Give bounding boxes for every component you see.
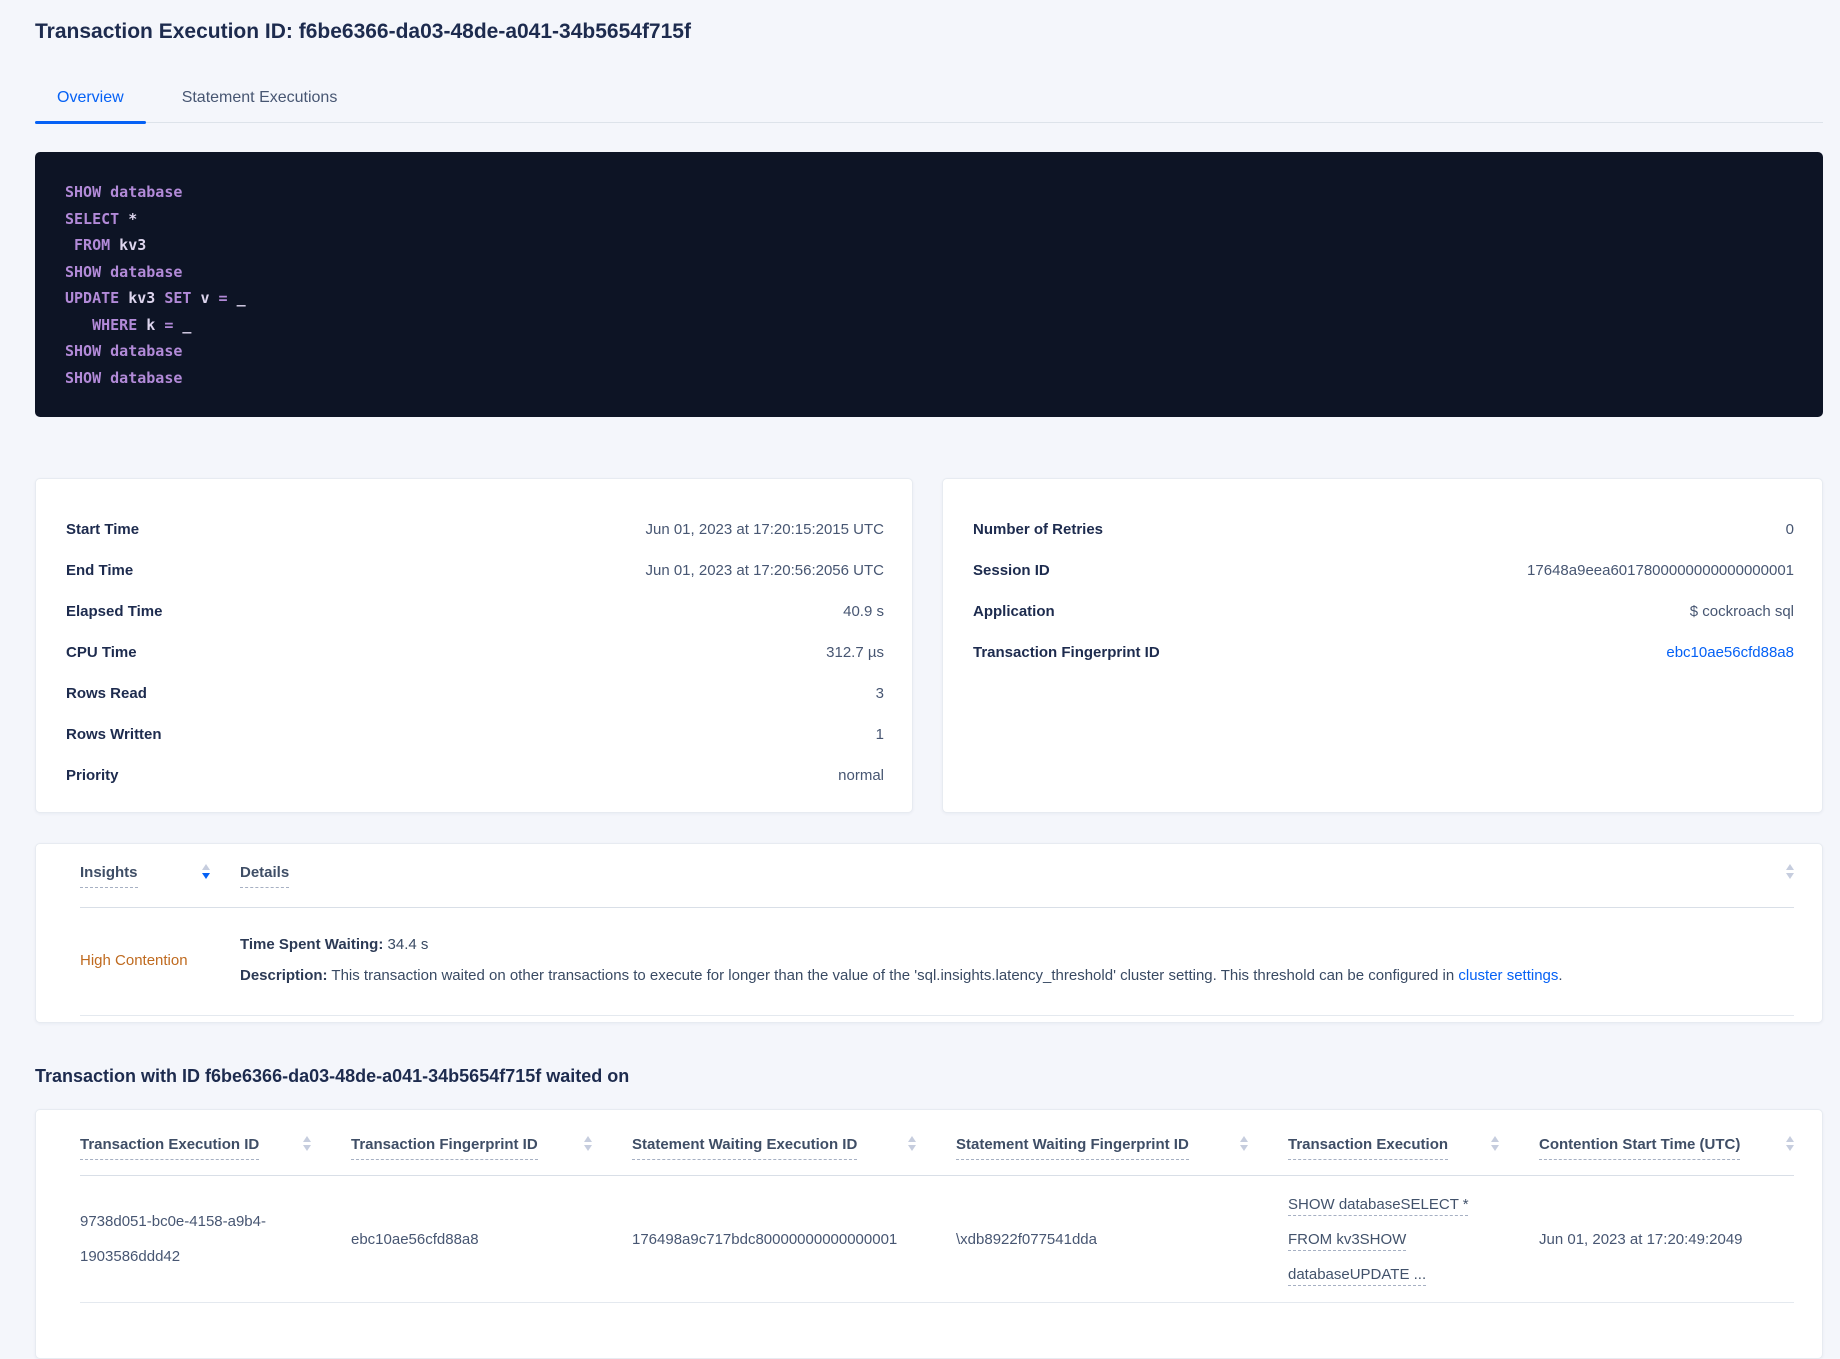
txn-fingerprint-link[interactable]: ebc10ae56cfd88a8 <box>1666 644 1794 661</box>
elapsed-time-label: Elapsed Time <box>66 603 163 620</box>
sort-arrows-icon <box>1786 1136 1794 1151</box>
row-transaction-fingerprint-id: Transaction Fingerprint ID ebc10ae56cfd8… <box>973 632 1794 673</box>
row-application: Application $ cockroach sql <box>973 591 1794 632</box>
sort-arrows-icon <box>1240 1136 1248 1151</box>
rows-read-value: 3 <box>875 685 884 702</box>
cpu-time-label: CPU Time <box>66 644 137 661</box>
session-id-value: 17648a9eea6017800000000000000001 <box>1527 562 1794 579</box>
waited-table-row: 9738d051-bc0e-4158-a9b4-1903586ddd42 ebc… <box>80 1176 1794 1303</box>
end-time-label: End Time <box>66 562 134 579</box>
cell-statement-waiting-fingerprint-id: \xdb8922f077541dda <box>956 1230 1097 1248</box>
insight-row: High Contention Time Spent Waiting: 34.4… <box>80 908 1794 1016</box>
stats-cards-row: Start Time Jun 01, 2023 at 17:20:15:2015… <box>35 478 1823 813</box>
insight-type-badge: High Contention <box>80 951 188 969</box>
col-transaction-execution-id[interactable]: Transaction Execution ID <box>80 1136 351 1160</box>
cell-contention-start-time: Jun 01, 2023 at 17:20:49:2049 <box>1539 1230 1743 1248</box>
cell-statement-waiting-execution-id: 176498a9c717bdc80000000000000001 <box>632 1230 898 1248</box>
row-number-of-retries: Number of Retries 0 <box>973 509 1794 550</box>
sql-line: SHOW database <box>65 342 183 360</box>
sort-arrows-icon <box>202 863 210 879</box>
sort-arrows-icon <box>584 1136 592 1151</box>
sql-line: WHERE k = _ <box>65 315 192 334</box>
retries-label: Number of Retries <box>973 521 1104 538</box>
sql-statements-box: SHOW database SELECT * FROM kv3 SHOW datab… <box>35 152 1823 417</box>
sort-arrows-icon <box>908 1136 916 1151</box>
sql-line: FROM kv3 <box>65 236 147 254</box>
application-label: Application <box>973 603 1055 620</box>
tab-overview[interactable]: Overview <box>35 78 146 124</box>
col-contention-start-time[interactable]: Contention Start Time (UTC) <box>1539 1136 1794 1160</box>
row-start-time: Start Time Jun 01, 2023 at 17:20:15:2015… <box>66 509 884 550</box>
end-time-value: Jun 01, 2023 at 17:20:56:2056 UTC <box>645 562 884 579</box>
rows-read-label: Rows Read <box>66 685 147 702</box>
row-priority: Priority normal <box>66 755 884 796</box>
page-title: Transaction Execution ID: f6be6366-da03-… <box>35 20 691 43</box>
waited-on-heading: Transaction with ID f6be6366-da03-48de-a… <box>35 1066 630 1086</box>
col-statement-waiting-execution-id[interactable]: Statement Waiting Execution ID <box>632 1136 956 1160</box>
row-rows-read: Rows Read 3 <box>66 673 884 714</box>
cpu-time-value: 312.7 µs <box>826 644 884 661</box>
insights-column-header[interactable]: Insights <box>80 863 240 888</box>
row-session-id: Session ID 17648a9eea6017800000000000000… <box>973 550 1794 591</box>
sql-line: SHOW database <box>65 183 183 201</box>
application-value: $ cockroach sql <box>1689 603 1794 620</box>
cell-transaction-execution-id: 9738d051-bc0e-4158-a9b4-1903586ddd42 <box>80 1213 266 1265</box>
col-statement-waiting-fingerprint-id[interactable]: Statement Waiting Fingerprint ID <box>956 1136 1288 1160</box>
insights-table-header: Insights Details <box>80 844 1794 908</box>
transaction-execution-link[interactable]: SHOW databaseSELECT * FROM kv3SHOW datab… <box>1288 1195 1469 1283</box>
details-column-label: Details <box>240 864 290 888</box>
priority-value: normal <box>838 767 884 784</box>
row-rows-written: Rows Written 1 <box>66 714 884 755</box>
row-end-time: End Time Jun 01, 2023 at 17:20:56:2056 U… <box>66 550 884 591</box>
col-transaction-fingerprint-id[interactable]: Transaction Fingerprint ID <box>351 1136 632 1160</box>
page-container: Transaction Execution ID: f6be6366-da03-… <box>35 0 1823 1359</box>
tab-statement-executions[interactable]: Statement Executions <box>181 89 338 106</box>
elapsed-time-value: 40.9 s <box>843 603 884 620</box>
cluster-settings-link[interactable]: cluster settings <box>1458 967 1559 984</box>
col-transaction-execution[interactable]: Transaction Execution <box>1288 1136 1539 1160</box>
row-cpu-time: CPU Time 312.7 µs <box>66 632 884 673</box>
time-spent-waiting-line: Time Spent Waiting: 34.4 s <box>240 936 429 953</box>
session-id-label: Session ID <box>973 562 1050 579</box>
start-time-label: Start Time <box>66 521 140 538</box>
sort-arrows-icon <box>1491 1136 1499 1151</box>
rows-written-value: 1 <box>875 726 884 743</box>
insight-description-line: Description: This transaction waited on … <box>240 967 1563 984</box>
sort-arrows-icon <box>303 1136 311 1151</box>
row-elapsed-time: Elapsed Time 40.9 s <box>66 591 884 632</box>
insights-column-label: Insights <box>80 864 138 888</box>
execution-stats-card: Number of Retries 0 Session ID 17648a9ee… <box>942 478 1823 813</box>
retries-value: 0 <box>1785 521 1794 538</box>
waited-table-header: Transaction Execution ID Transaction Fin… <box>80 1110 1794 1176</box>
txn-fingerprint-label: Transaction Fingerprint ID <box>973 644 1160 661</box>
sort-arrows-icon <box>1786 863 1794 879</box>
start-time-value: Jun 01, 2023 at 17:20:15:2015 UTC <box>645 521 884 538</box>
details-column-header[interactable]: Details <box>240 863 1794 888</box>
priority-label: Priority <box>66 767 119 784</box>
sql-code: SHOW database SELECT * FROM kv3 SHOW datab… <box>65 179 1793 391</box>
insight-details-cell: Time Spent Waiting: 34.4 s Description: … <box>240 929 1794 991</box>
tab-bar: Overview Statement Executions <box>35 78 1823 124</box>
rows-written-label: Rows Written <box>66 726 162 743</box>
sql-line: SELECT * <box>65 209 138 228</box>
insights-table-card: Insights Details High Contention Time Sp… <box>35 843 1823 1023</box>
time-stats-card: Start Time Jun 01, 2023 at 17:20:15:2015… <box>35 478 913 813</box>
sql-line: SHOW database <box>65 368 183 387</box>
cell-transaction-execution: SHOW databaseSELECT * FROM kv3SHOW datab… <box>1288 1187 1539 1292</box>
waited-on-table-card: Transaction Execution ID Transaction Fin… <box>35 1109 1823 1359</box>
cell-transaction-fingerprint-id: ebc10ae56cfd88a8 <box>351 1230 479 1248</box>
sql-line: SHOW database <box>65 262 183 281</box>
sql-line: UPDATE kv3 SET v = _ <box>65 289 246 307</box>
